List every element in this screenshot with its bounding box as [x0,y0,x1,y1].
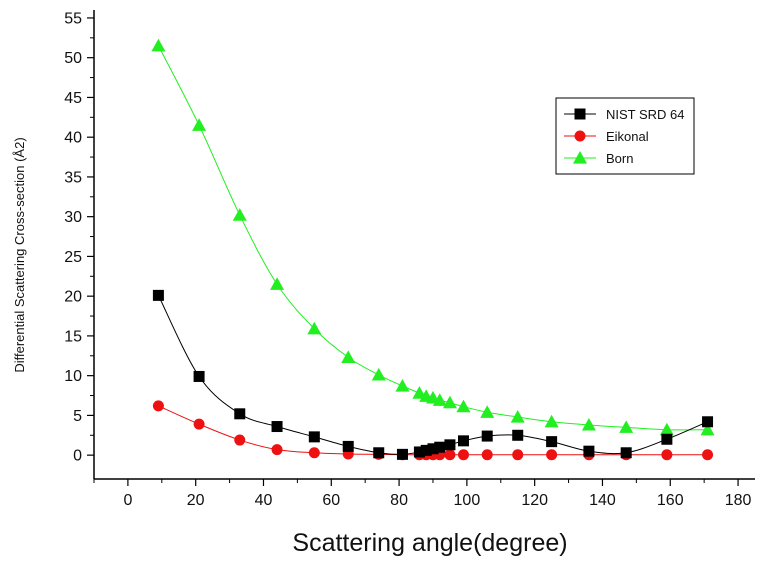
legend-label: NIST SRD 64 [606,107,685,122]
data-point [420,444,432,456]
data-point [413,446,425,458]
data-point [444,439,456,451]
data-point [659,422,674,436]
y-tick-label: 5 [73,408,82,425]
data-point [512,429,524,441]
data-point [270,277,285,290]
x-tick-label: 0 [123,492,132,509]
x-tick-label: 160 [657,492,684,509]
data-point [546,436,558,448]
y-tick-label: 30 [64,209,82,226]
y-tick-label: 0 [73,448,82,465]
data-point [434,441,446,453]
legend-label: Born [606,151,633,166]
x-tick-label: 40 [255,492,273,509]
data-point [581,417,596,431]
x-tick-label: 120 [521,492,548,509]
legend-entry: NIST SRD 64 [564,107,685,122]
data-point [619,420,634,433]
data-point [457,449,469,461]
data-point [396,448,408,460]
x-tick-label: 80 [390,492,408,509]
legend-entry: Eikonal [564,129,649,144]
y-tick-label: 20 [64,289,82,306]
data-point [152,400,164,412]
data-point [456,399,471,413]
data-point [308,447,320,459]
legend-marker [574,108,586,120]
legend-marker [573,151,587,164]
y-tick-label: 45 [64,90,82,107]
y-tick-label: 25 [64,249,82,266]
data-point [373,447,385,459]
data-point [193,418,205,430]
y-tick-label: 35 [64,169,82,186]
data-point [342,440,354,452]
data-point [308,431,320,443]
series-born [151,38,715,436]
data-point [661,449,673,461]
y-tick-label: 50 [64,50,82,67]
data-point [341,350,356,363]
data-point [442,395,457,409]
series-layer [151,38,715,461]
series-nist-srd-64 [152,289,714,460]
y-tick-label: 15 [64,328,82,345]
axes: 0 20 40 60 80 100 120 140 160 180 0 5 10 15 20 25 30 35 40… [64,10,755,509]
data-point [152,289,164,301]
data-point [700,422,715,436]
data-point [234,434,246,446]
data-point [432,393,447,406]
legend-marker [574,130,586,142]
data-point [512,449,524,461]
data-point [457,435,469,447]
x-axis-label: Scattering angle(degree) [292,529,567,557]
data-point [546,449,558,461]
x-tick-label: 140 [589,492,616,509]
data-point [307,321,322,335]
x-tick-label: 100 [454,492,481,509]
data-point [234,408,246,420]
data-point [427,443,439,455]
legend: NIST SRD 64 Eikonal Born [555,97,695,175]
legend-label: Eikonal [606,129,649,144]
legend-entry: Born [564,151,633,166]
data-point [192,118,207,131]
data-point [271,421,283,433]
data-point [481,449,493,461]
x-tick-label: 60 [322,492,340,509]
data-point [271,444,283,456]
data-point [510,409,525,423]
data-point [544,414,559,428]
data-point [661,433,673,445]
data-point [620,447,632,459]
data-point [481,430,493,442]
y-tick-label: 55 [64,10,82,27]
data-point [151,38,166,52]
data-point [232,208,247,221]
x-tick-label: 180 [725,492,752,509]
data-point [702,449,714,461]
data-point [371,367,386,381]
data-point [702,416,714,428]
data-point [444,449,456,461]
data-point [480,405,495,418]
data-point [193,370,205,382]
data-point [395,378,410,392]
y-tick-label: 40 [64,130,82,147]
data-point [583,445,595,457]
x-tick-label: 20 [187,492,205,509]
y-tick-label: 10 [64,368,82,385]
y-axis-label: Differential Scattering Cross-section (Å… [12,137,27,372]
